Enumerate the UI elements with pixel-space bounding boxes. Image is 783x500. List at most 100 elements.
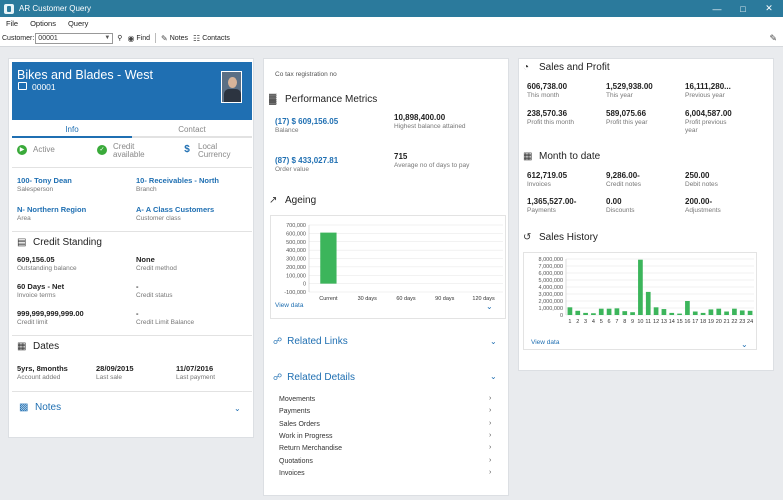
menu-file[interactable]: File xyxy=(6,19,19,28)
related-detail-sales-orders[interactable]: Sales Orders xyxy=(279,421,320,428)
bar xyxy=(645,291,651,315)
x-tick-label: 18 xyxy=(700,319,706,325)
pin-icon[interactable]: ✎ xyxy=(769,33,777,43)
x-tick-label: 90 days xyxy=(435,296,455,302)
sales-this-year: 1,529,938.00 This year xyxy=(606,82,653,99)
y-tick-label: 8,000,000 xyxy=(539,257,563,263)
status-row: ▶ Active ✓ Credit available $ Local Curr… xyxy=(12,143,252,165)
sales-profit-heading: ◔ Sales and Profit xyxy=(523,62,610,73)
x-tick-label: 2 xyxy=(576,319,579,325)
chevron-right-icon[interactable]: › xyxy=(489,457,492,464)
average-days-metric: 715 Average no of days to pay xyxy=(394,152,470,169)
chevron-right-icon[interactable]: › xyxy=(489,432,492,439)
link-icon: ☍ xyxy=(273,372,283,382)
customer-code: 00001 xyxy=(32,82,56,92)
tab-info[interactable]: Info xyxy=(12,123,132,138)
chevron-right-icon[interactable]: › xyxy=(489,407,492,414)
play-icon: ▶ xyxy=(17,145,27,155)
bar xyxy=(669,312,675,315)
menu-query[interactable]: Query xyxy=(67,19,89,28)
bar xyxy=(653,307,659,315)
status-credit: ✓ Credit available xyxy=(97,143,158,159)
x-tick-label: 21 xyxy=(724,319,730,325)
contacts-button[interactable]: ☷ Contacts xyxy=(193,33,230,43)
ageing-view-data-link[interactable]: View data xyxy=(275,302,304,309)
related-detail-invoices[interactable]: Invoices xyxy=(279,470,305,477)
customer-input[interactable]: 00001 ▼ xyxy=(35,32,114,44)
tab-contact[interactable]: Contact xyxy=(132,123,252,138)
bar xyxy=(630,312,635,315)
bar xyxy=(598,308,604,315)
y-tick-label: 6,000,000 xyxy=(539,271,563,277)
chevron-down-icon[interactable]: ⌄ xyxy=(741,340,748,349)
bar xyxy=(732,308,737,315)
chevron-down-icon[interactable]: ⌄ xyxy=(490,372,497,381)
bar xyxy=(622,311,628,315)
x-tick-label: 8 xyxy=(623,319,626,325)
chevron-down-icon[interactable]: ⌄ xyxy=(486,302,493,311)
salesperson-field: 100- Tony Dean Salesperson xyxy=(17,176,72,193)
toolbar-separator xyxy=(155,33,157,43)
bar xyxy=(591,313,596,315)
y-tick-label: 600,000 xyxy=(286,231,306,237)
customer-card: Bikes and Blades - West 00001 Info Conta… xyxy=(8,58,254,438)
close-button[interactable]: ✕ xyxy=(765,3,773,13)
menu-options[interactable]: Options xyxy=(30,19,56,28)
chevron-down-icon[interactable]: ⌄ xyxy=(234,404,241,413)
bar xyxy=(575,310,581,315)
notes-section-header[interactable]: ▩ Notes xyxy=(19,402,62,413)
search-icon[interactable]: ⚲ xyxy=(117,35,123,42)
related-detail-movements[interactable]: Movements xyxy=(279,396,316,403)
find-button[interactable]: ◉ Find xyxy=(127,33,151,43)
related-detail-payments[interactable]: Payments xyxy=(279,408,311,415)
chevron-right-icon[interactable]: › xyxy=(489,444,492,451)
line-chart-icon: ↗ xyxy=(269,195,278,206)
binoculars-icon: ◉ xyxy=(127,33,135,43)
related-detail-work-in-progress[interactable]: Work in Progress xyxy=(279,433,333,440)
bar xyxy=(606,308,612,315)
mtd-invoices: 612,719.05 Invoices xyxy=(527,171,568,188)
y-tick-label: 100,000 xyxy=(286,273,306,279)
related-details-header[interactable]: ☍ Related Details xyxy=(273,372,355,383)
chevron-down-icon[interactable]: ⌄ xyxy=(490,337,497,346)
y-tick-label: 2,000,000 xyxy=(539,299,563,305)
credit-limit-balance: - Credit Limit Balance xyxy=(136,309,195,326)
ageing-chart-box: 700,000 600,000 500,000 400,000 300,000 200,0… xyxy=(270,215,506,319)
metrics-card: Co tax registration no ▓ Performance Met… xyxy=(263,58,509,496)
bar xyxy=(708,309,714,315)
tax-registration: Co tax registration no xyxy=(275,71,337,78)
bar xyxy=(739,310,745,315)
y-tick-label: 0 xyxy=(303,282,306,288)
customer-name: Bikes and Blades - West xyxy=(17,68,153,82)
y-tick-label: 7,000,000 xyxy=(539,264,563,270)
notes-button[interactable]: ✎ Notes xyxy=(161,33,189,43)
x-tick-label: 22 xyxy=(731,319,737,325)
customer-header: Bikes and Blades - West 00001 xyxy=(12,62,252,120)
maximize-button[interactable]: □ xyxy=(740,3,746,14)
sales-history-chart: 8,000,0007,000,0006,000,0005,000,0004,00… xyxy=(539,257,754,325)
area-field: N- Northern Region Area xyxy=(17,205,87,222)
pie-chart-icon: ◔ xyxy=(523,62,530,73)
chevron-down-icon[interactable]: ▼ xyxy=(104,35,111,41)
dollar-icon: $ xyxy=(184,144,190,155)
related-detail-return-merchandise[interactable]: Return Merchandise xyxy=(279,445,343,452)
customer-tabs: Info Contact xyxy=(12,123,252,138)
month-to-date-heading: ▦ Month to date xyxy=(523,151,601,162)
related-links-header[interactable]: ☍ Related Links xyxy=(273,336,348,347)
chevron-right-icon[interactable]: › xyxy=(489,395,492,402)
related-detail-quotations[interactable]: Quotations xyxy=(279,458,313,465)
credit-method: None Credit method xyxy=(136,255,177,272)
y-tick-label: 0 xyxy=(560,313,563,319)
sales-history-view-data-link[interactable]: View data xyxy=(531,339,560,346)
chevron-right-icon[interactable]: › xyxy=(489,469,492,476)
ageing-heading: ↗ Ageing xyxy=(269,195,317,206)
account-added: 5yrs, 8months Account added xyxy=(17,364,68,381)
mtd-adjustments: 200.00- Adjustments xyxy=(685,197,721,214)
x-tick-label: Current xyxy=(319,296,338,302)
branch-field: 10- Receivables - North Branch xyxy=(136,176,219,193)
minimize-button[interactable]: — xyxy=(712,3,722,14)
x-tick-label: 13 xyxy=(661,319,667,325)
mtd-payments: 1,365,527.00- Payments xyxy=(527,197,577,214)
bar xyxy=(661,309,667,315)
chevron-right-icon[interactable]: › xyxy=(489,420,492,427)
